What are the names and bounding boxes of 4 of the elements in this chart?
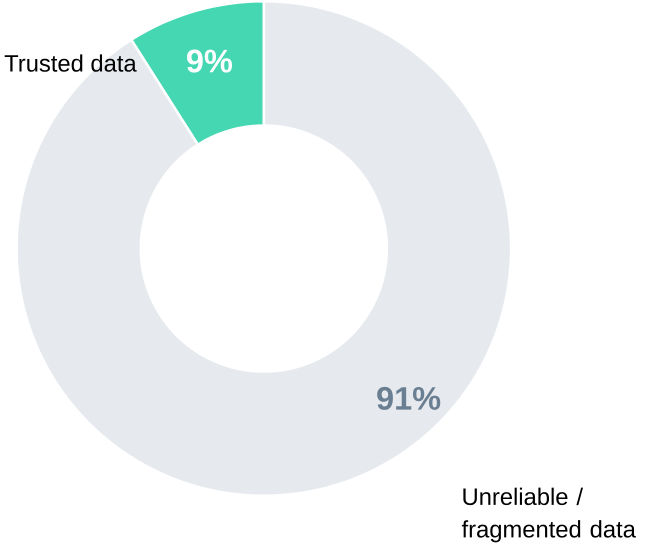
data-label: 9%: [187, 50, 232, 73]
data-label: 91%: [377, 387, 440, 410]
slice-label: Unreliable / fragmented data: [462, 488, 636, 543]
slice-label: Trusted data: [4, 54, 137, 72]
